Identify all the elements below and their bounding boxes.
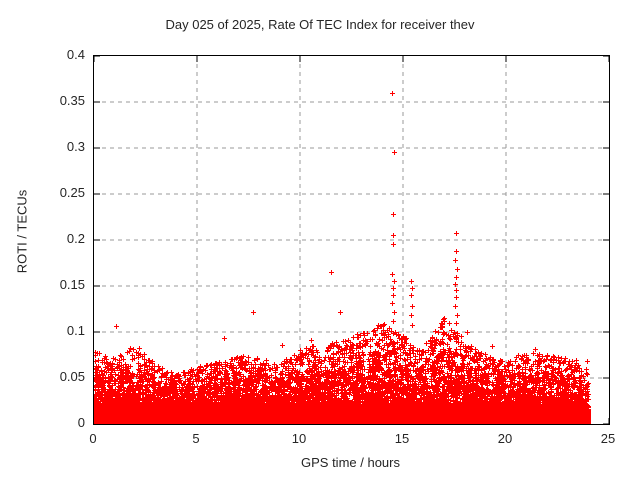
x-tick-label: 0 bbox=[89, 431, 97, 446]
y-tick-label: 0.2 bbox=[66, 231, 85, 246]
y-tick-label: 0.25 bbox=[59, 185, 85, 200]
x-tick-label: 10 bbox=[291, 431, 307, 446]
x-axis-label: GPS time / hours bbox=[301, 455, 400, 470]
y-tick-label: 0.05 bbox=[59, 369, 85, 384]
data-points bbox=[94, 91, 591, 424]
plot-area bbox=[93, 55, 610, 425]
x-tick-label: 15 bbox=[394, 431, 410, 446]
y-tick-label: 0.15 bbox=[59, 277, 85, 292]
y-tick-label: 0.4 bbox=[66, 47, 85, 62]
y-tick-label: 0.3 bbox=[66, 139, 85, 154]
x-tick-label: 25 bbox=[600, 431, 616, 446]
x-tick-label: 20 bbox=[497, 431, 513, 446]
scatter-canvas bbox=[94, 56, 609, 424]
y-tick-label: 0.1 bbox=[66, 323, 85, 338]
y-tick-label: 0 bbox=[77, 415, 85, 430]
y-tick-label: 0.35 bbox=[59, 93, 85, 108]
page-title: Day 025 of 2025, Rate Of TEC Index for r… bbox=[165, 17, 475, 32]
x-tick-label: 5 bbox=[192, 431, 200, 446]
